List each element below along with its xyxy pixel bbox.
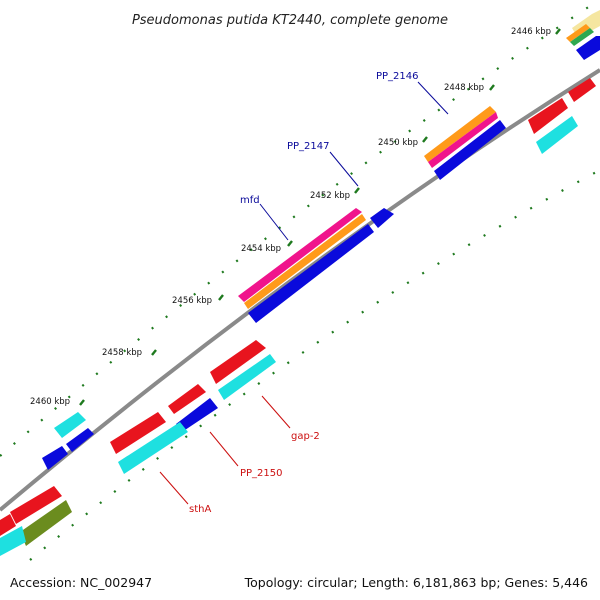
feature-magenta-PP_2146 bbox=[428, 112, 498, 168]
major-tick-2452 bbox=[354, 187, 360, 194]
gene-label-mfd: mfd bbox=[240, 195, 260, 206]
major-tick-2454 bbox=[287, 240, 293, 247]
genome-summary-text: Topology: circular; Length: 6,181,863 bp… bbox=[244, 575, 588, 590]
cds-gap-2 bbox=[210, 340, 266, 384]
gene-label-PP_2147: PP_2147 bbox=[287, 141, 330, 152]
leader-mfd bbox=[259, 203, 289, 241]
tick-label-2458: 2458 kbp bbox=[102, 348, 142, 358]
feature-magenta-mfd bbox=[238, 208, 362, 302]
inner-tick-ring-path bbox=[29, 169, 600, 561]
tick-labels: 2446 kbp 2448 kbp 2450 kbp 2452 kbp 2454… bbox=[30, 27, 551, 407]
cds-right-reverse-1 bbox=[528, 98, 568, 134]
feature-orange-mfd bbox=[244, 214, 366, 309]
leader-PP_2147 bbox=[329, 151, 359, 187]
tick-label-2460: 2460 kbp bbox=[30, 397, 70, 407]
cds-2445 bbox=[576, 36, 600, 60]
cds-PP_2146 bbox=[434, 120, 506, 180]
cds-2460a bbox=[66, 428, 94, 452]
cds-right-reverse-2 bbox=[568, 78, 596, 102]
gene-label-PP_2150: PP_2150 bbox=[240, 468, 283, 479]
major-tick-2458 bbox=[151, 349, 157, 356]
cds-PP_2150b bbox=[176, 398, 218, 432]
leader-PP_2146 bbox=[417, 81, 449, 115]
major-ticks bbox=[79, 28, 561, 406]
cds-mfd bbox=[248, 224, 374, 323]
major-tick-2448 bbox=[489, 84, 495, 91]
leader-sthA bbox=[159, 471, 189, 505]
leader-lines bbox=[159, 81, 449, 505]
outer-tick-ring bbox=[0, 5, 591, 457]
tick-label-2448: 2448 kbp bbox=[444, 83, 484, 93]
cds-2460b bbox=[42, 446, 68, 470]
feature-orange-2445 bbox=[566, 24, 590, 42]
accession-text: Accession: NC_002947 bbox=[10, 575, 153, 590]
leader-gap-2 bbox=[261, 395, 291, 429]
outer-tick-ring-path bbox=[0, 5, 591, 457]
gene-label-PP_2146: PP_2146 bbox=[376, 71, 419, 82]
reverse-features bbox=[0, 78, 596, 556]
tick-label-2450: 2450 kbp bbox=[378, 138, 418, 148]
cds-sthA bbox=[110, 412, 166, 454]
feature-cyan-sthA bbox=[118, 422, 188, 474]
feature-cyan-right-1 bbox=[536, 116, 578, 154]
backbone bbox=[0, 68, 600, 512]
feature-olive-bottom-left bbox=[20, 500, 72, 546]
feature-cyan-2460 bbox=[54, 412, 86, 438]
gene-labels: PP_2146 PP_2147 mfd gap-2 PP_2150 sthA bbox=[189, 71, 419, 515]
forward-features bbox=[42, 10, 600, 470]
major-tick-2446 bbox=[555, 28, 561, 35]
inner-tick-ring bbox=[29, 169, 600, 561]
cds-bottom-left-b bbox=[0, 514, 16, 536]
feature-cyan-bottom-left bbox=[0, 526, 26, 556]
cds-PP_2150 bbox=[168, 384, 206, 414]
feature-cyan-gap-2 bbox=[218, 354, 276, 400]
major-tick-2450 bbox=[422, 136, 428, 143]
gene-label-sthA: sthA bbox=[189, 504, 211, 515]
major-tick-2460 bbox=[79, 399, 85, 406]
gene-label-gap-2: gap-2 bbox=[291, 431, 320, 442]
tick-label-2446: 2446 kbp bbox=[511, 27, 551, 37]
tick-label-2456: 2456 kbp bbox=[172, 296, 212, 306]
tick-label-2454: 2454 kbp bbox=[241, 244, 281, 254]
map-title: Pseudomonas putida KT2440, complete geno… bbox=[132, 13, 448, 28]
feature-green-2445 bbox=[570, 28, 594, 46]
tick-label-2452: 2452 kbp bbox=[310, 191, 350, 201]
leader-PP_2150 bbox=[209, 431, 239, 467]
feature-orange-PP_2146 bbox=[424, 106, 496, 162]
major-tick-2456 bbox=[218, 294, 224, 301]
cds-bottom-left bbox=[10, 486, 62, 524]
cds-PP_2147 bbox=[370, 208, 394, 228]
